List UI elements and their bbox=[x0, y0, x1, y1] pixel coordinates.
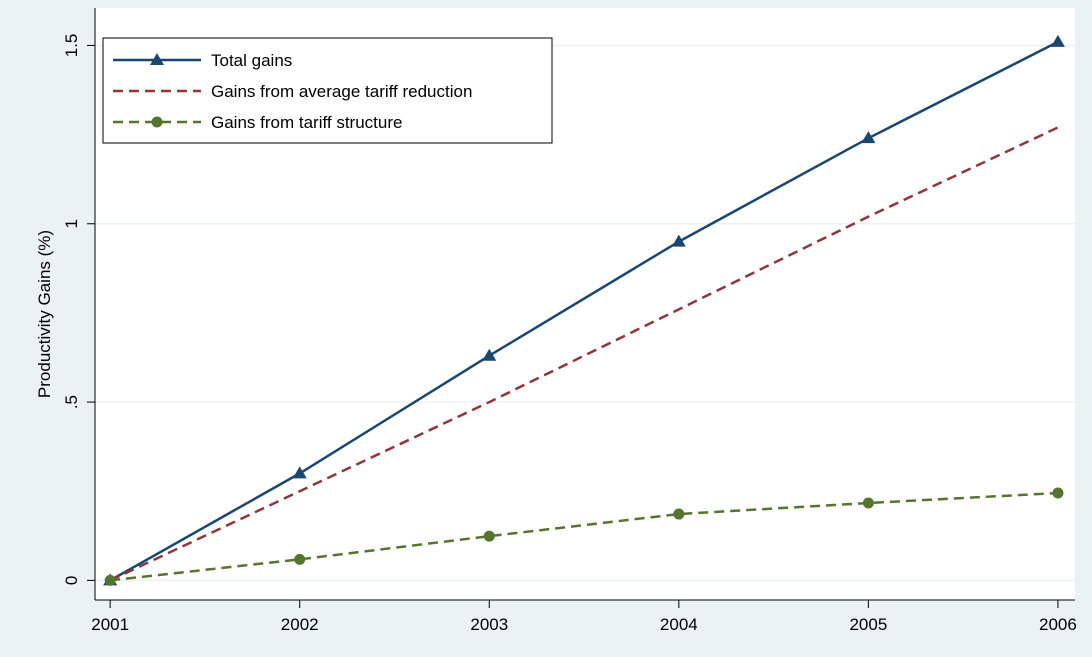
marker bbox=[483, 530, 495, 542]
series-line bbox=[109, 40, 1059, 582]
y-axis-label: Productivity Gains (%) bbox=[35, 230, 54, 398]
x-tick-label: 2003 bbox=[470, 615, 508, 634]
marker bbox=[292, 466, 307, 479]
y-tick-label: 0 bbox=[62, 576, 81, 585]
marker bbox=[671, 234, 686, 247]
marker bbox=[482, 348, 497, 361]
x-tick-label: 2004 bbox=[660, 615, 698, 634]
marker bbox=[1052, 487, 1064, 499]
marker bbox=[294, 553, 306, 565]
y-tick-label: .5 bbox=[62, 395, 81, 409]
marker bbox=[1050, 34, 1065, 47]
marker bbox=[104, 574, 116, 586]
x-tick-label: 2001 bbox=[91, 615, 129, 634]
legend-marker bbox=[150, 53, 164, 65]
legend-marker bbox=[151, 116, 163, 128]
x-tick-label: 2005 bbox=[849, 615, 887, 634]
x-tick-label: 2006 bbox=[1039, 615, 1077, 634]
marker bbox=[861, 131, 876, 144]
x-tick-label: 2002 bbox=[281, 615, 319, 634]
marker bbox=[673, 508, 685, 520]
legend-label: Gains from tariff structure bbox=[211, 113, 402, 132]
y-tick-label: 1.5 bbox=[62, 34, 81, 58]
legend-label: Total gains bbox=[211, 51, 292, 70]
y-tick-label: 1 bbox=[62, 219, 81, 228]
legend-label: Gains from average tariff reduction bbox=[211, 82, 472, 101]
marker bbox=[862, 497, 874, 509]
